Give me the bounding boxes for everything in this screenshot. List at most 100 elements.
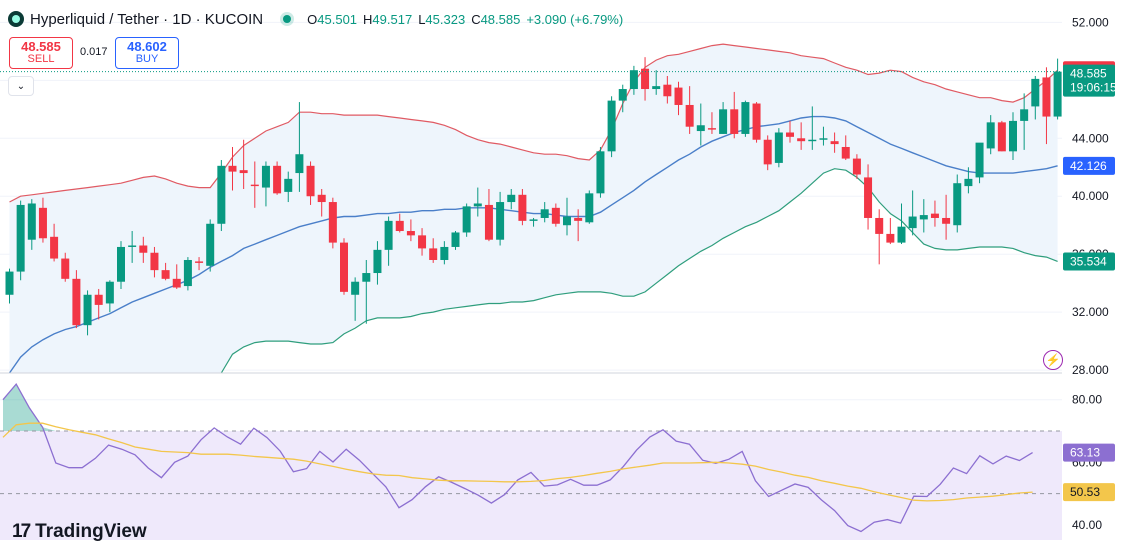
candle[interactable] [94,288,103,320]
candle[interactable] [139,236,148,263]
candle[interactable] [27,199,36,250]
candle[interactable] [462,203,471,237]
candle[interactable] [261,161,270,207]
candle[interactable] [652,70,661,95]
candle[interactable] [50,223,59,262]
candle[interactable] [250,161,259,208]
candle[interactable] [730,91,739,139]
candle[interactable] [551,203,560,227]
candle[interactable] [83,290,92,336]
buy-button[interactable]: 48.602 BUY [115,37,179,69]
candle[interactable] [808,106,817,150]
candle[interactable] [328,197,337,249]
candle[interactable] [908,190,917,236]
candle[interactable] [273,161,282,195]
candle[interactable] [819,126,828,146]
candle[interactable] [1042,67,1051,145]
candle[interactable] [563,197,571,236]
candle[interactable] [1031,75,1040,120]
candle[interactable] [406,219,415,242]
candle[interactable] [719,102,728,134]
candle[interactable] [239,139,248,189]
candle[interactable] [105,280,114,313]
candle[interactable] [830,132,839,153]
candle[interactable] [852,154,861,179]
candle[interactable] [161,262,170,281]
candle[interactable] [317,189,326,217]
candle[interactable] [16,200,25,281]
candle[interactable] [774,128,783,168]
candle[interactable] [395,213,404,233]
candle[interactable] [696,103,705,146]
candle[interactable] [117,241,125,289]
candle[interactable] [128,231,137,263]
candle[interactable] [975,142,984,184]
candle[interactable] [484,189,493,242]
candle[interactable] [919,199,928,233]
candle[interactable] [942,194,951,240]
candle[interactable] [574,209,583,242]
candle[interactable] [986,115,995,155]
candle[interactable] [518,189,527,226]
candle[interactable] [373,241,382,285]
candle[interactable] [195,257,204,271]
candle[interactable] [618,84,627,113]
candle[interactable] [38,197,47,243]
candle[interactable] [172,264,181,289]
candle[interactable] [953,174,962,233]
candle[interactable] [351,277,360,321]
candle[interactable] [61,252,70,282]
sell-button[interactable]: 48.585 SELL [9,37,73,69]
candle[interactable] [897,203,906,245]
collapse-legend-button[interactable]: ⌄ [8,76,34,96]
candle[interactable] [451,231,460,250]
candle[interactable] [473,187,482,217]
candle[interactable] [1053,58,1062,120]
candle[interactable] [507,189,516,210]
candle[interactable] [5,268,14,304]
candle[interactable] [752,102,761,143]
candle[interactable] [72,270,81,329]
candle[interactable] [429,238,438,263]
candle[interactable] [663,75,672,104]
candle[interactable] [786,120,794,143]
candle[interactable] [930,200,939,227]
candle[interactable] [707,112,716,134]
candle[interactable] [206,219,215,272]
candle[interactable] [596,146,605,198]
candle[interactable] [540,202,549,223]
candle[interactable] [886,217,895,245]
candle[interactable] [1020,93,1029,150]
candle[interactable] [875,209,884,265]
candle[interactable] [585,190,594,224]
candle[interactable] [362,259,371,324]
candle[interactable] [228,146,237,191]
candle[interactable] [340,238,348,295]
candle[interactable] [641,57,650,101]
candle[interactable] [529,217,538,227]
candle[interactable] [284,171,293,203]
candle[interactable] [741,100,750,137]
lightning-icon[interactable]: ⚡ [1043,350,1063,370]
candle[interactable] [217,160,226,232]
candle[interactable] [841,135,850,161]
candle[interactable] [384,216,393,266]
candle[interactable] [150,246,159,278]
candle[interactable] [295,102,304,192]
candlestick-series[interactable] [5,57,1062,336]
candle[interactable] [763,135,772,171]
candle[interactable] [629,65,638,95]
candle[interactable] [607,96,616,158]
candle[interactable] [418,228,427,256]
candle[interactable] [306,161,315,205]
candle[interactable] [674,81,683,116]
candle[interactable] [496,191,505,246]
candle[interactable] [1009,112,1017,161]
candle[interactable] [183,257,192,291]
candle[interactable] [797,122,806,150]
candle[interactable] [864,164,873,230]
symbol-title[interactable]: Hyperliquid / Tether · 1D · KUCOIN [30,10,264,28]
candle[interactable] [997,120,1006,152]
